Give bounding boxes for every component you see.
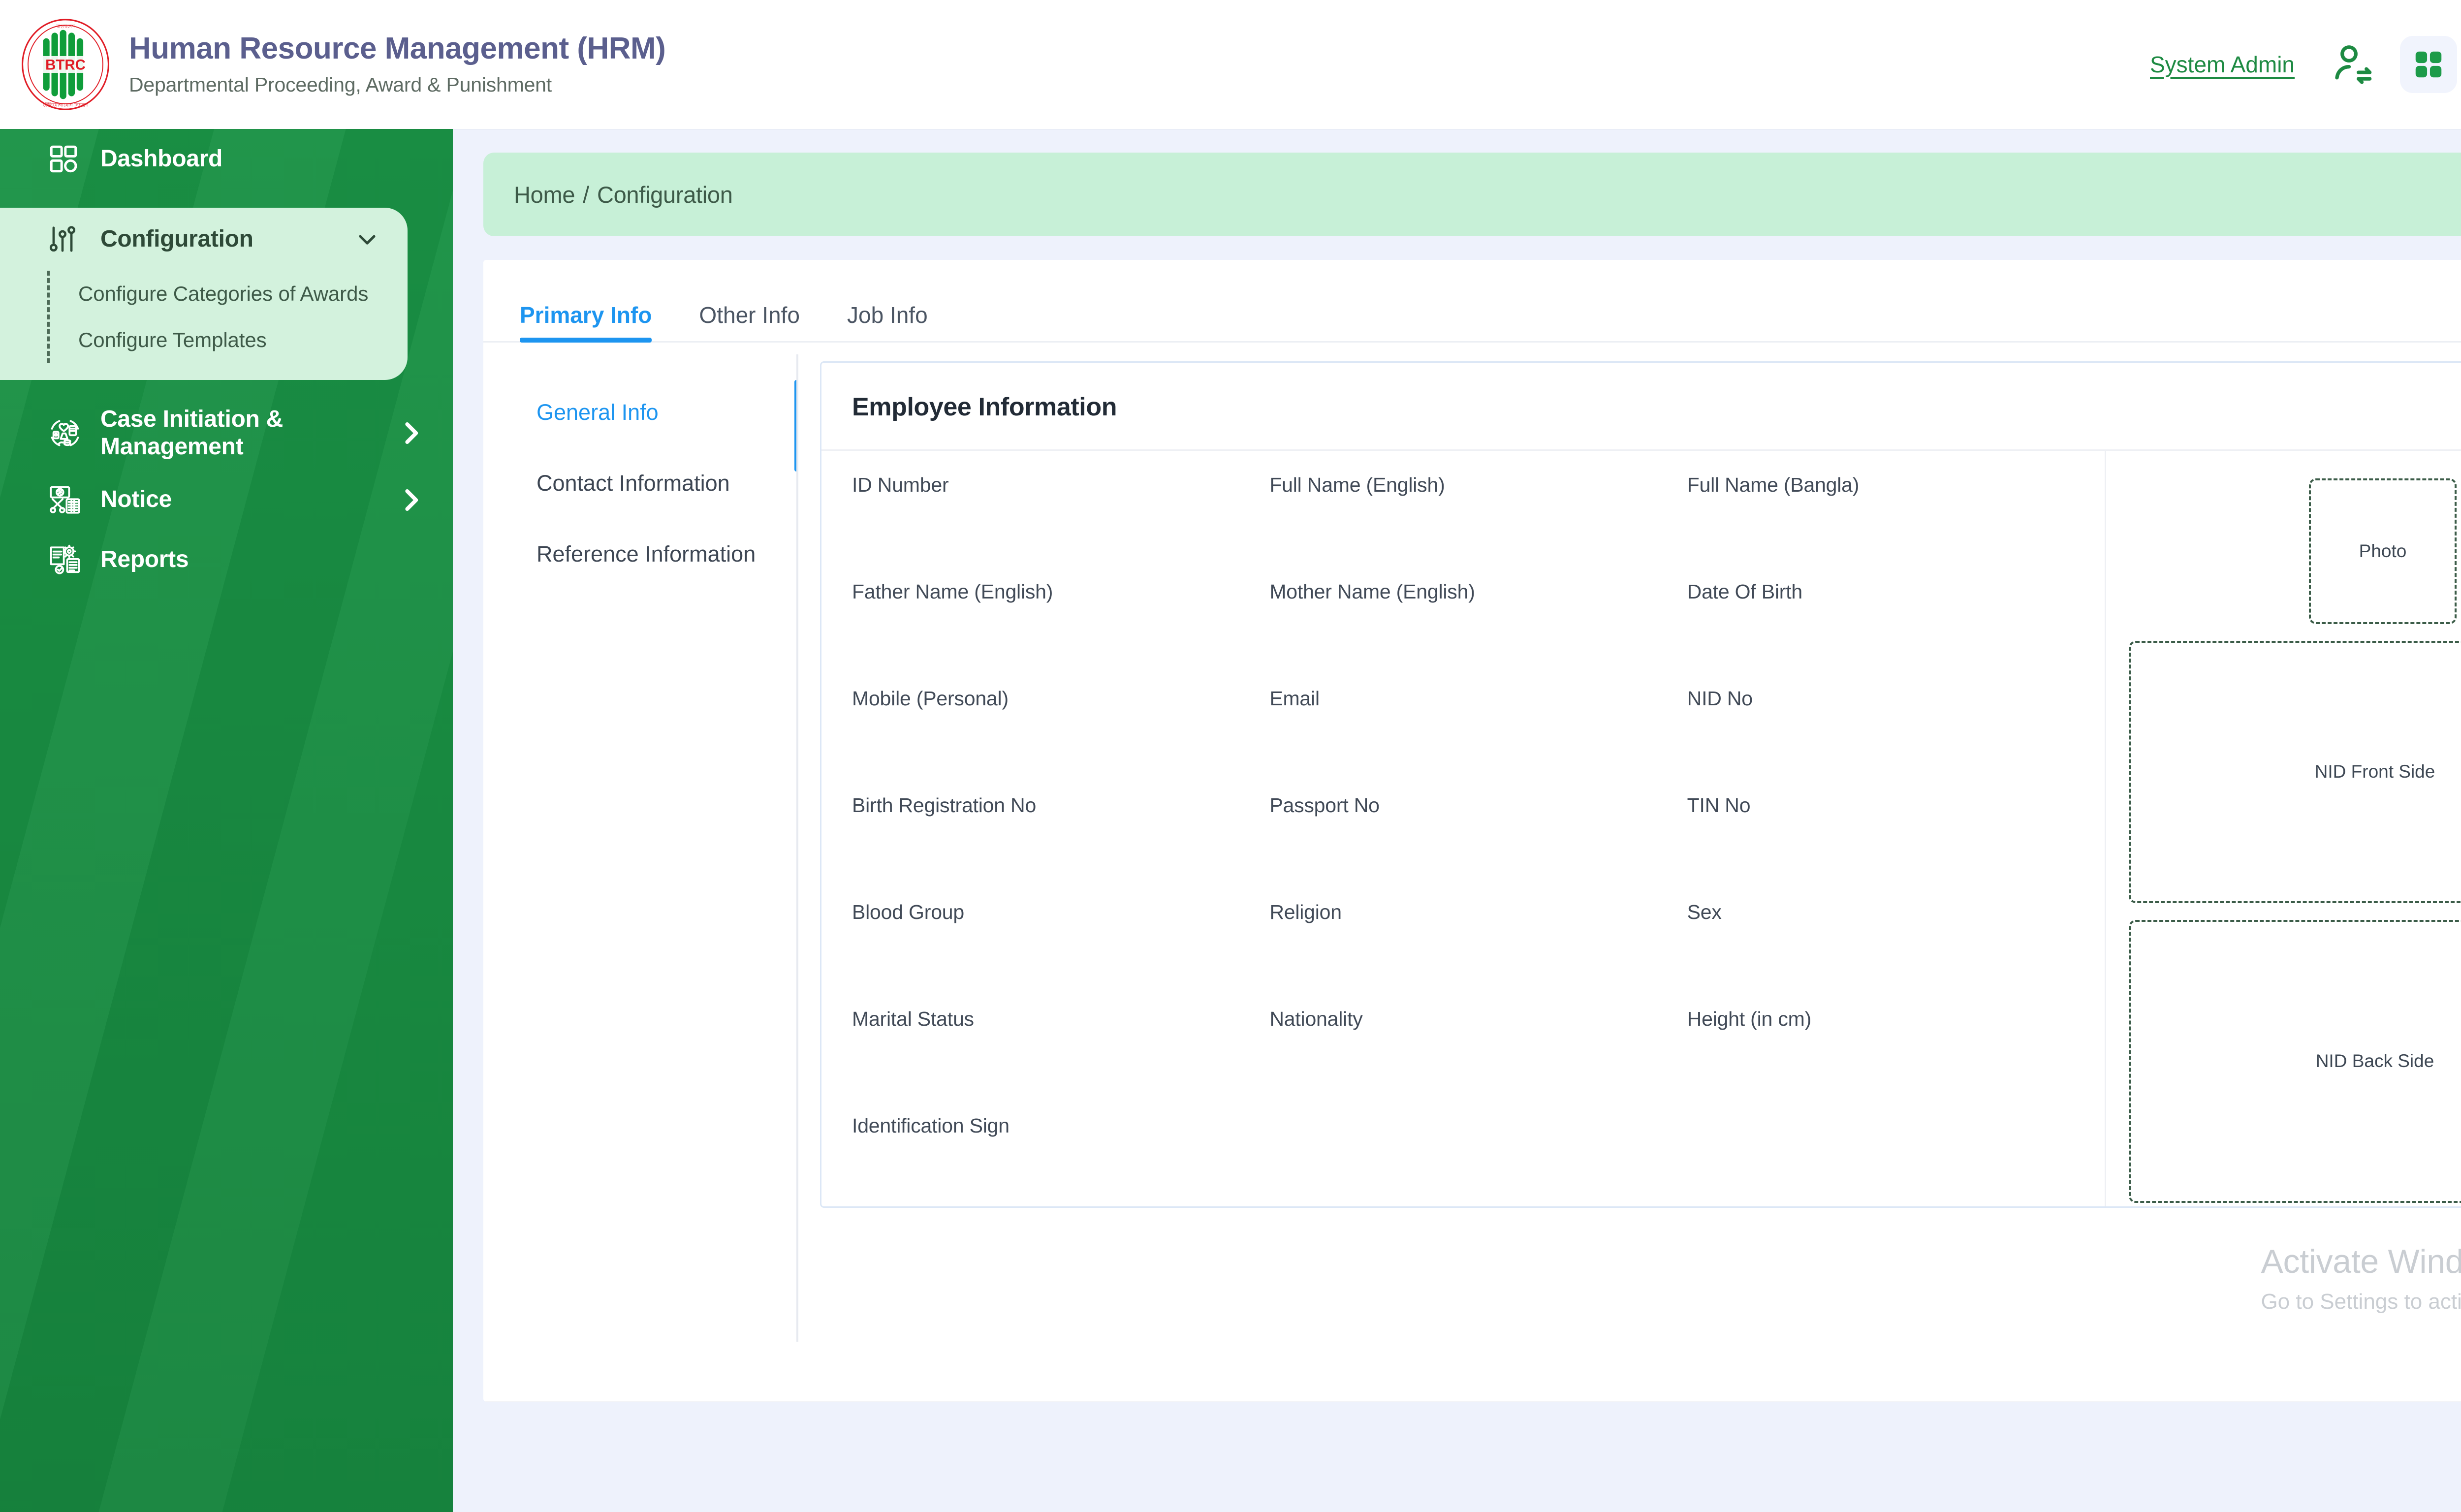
tab-primary-info[interactable]: Primary Info [514, 302, 675, 343]
svg-text:BTRC: BTRC [45, 57, 86, 73]
field-label-full-name-english: Full Name (English) [1269, 473, 1445, 496]
sidebar-item-label: Dashboard [100, 145, 223, 172]
side-nav-item-contact-information[interactable]: Contact Information [536, 471, 730, 496]
configuration-submenu: Configure Categories of Awards Configure… [47, 271, 408, 363]
side-nav-item-reference-information[interactable]: Reference Information [536, 541, 756, 567]
employee-fields-grid: ID Number Full Name (English) Full Name … [821, 451, 2105, 1206]
sidebar-subitem-configure-templates[interactable]: Configure Templates [78, 328, 267, 351]
chevron-down-icon[interactable] [353, 225, 381, 253]
sidebar-item-case-initiation-management[interactable]: Case Initiation & Management [0, 397, 453, 470]
field-label-height-in-cm: Height (in cm) [1687, 1007, 1812, 1030]
field-label-mother-name-english: Mother Name (English) [1269, 580, 1475, 603]
header-actions: System Admin [2150, 36, 2461, 93]
svg-text:বাংলাদেশ: বাংলাদেশ [56, 24, 75, 30]
sidebar-item-label: Notice [100, 486, 172, 513]
field-label-nationality: Nationality [1269, 1007, 1363, 1030]
divider [821, 449, 2461, 451]
side-nav-item-general-info[interactable]: General Info [483, 377, 798, 472]
dashboard-grid-icon [47, 143, 90, 175]
notice-icon [47, 482, 90, 518]
upload-box-nid-front-side[interactable]: NID Front Side [2129, 640, 2461, 903]
sidebar-item-reports[interactable]: Reports [0, 530, 453, 590]
field-label-nid-no: NID No [1687, 687, 1753, 710]
field-label-passport-no: Passport No [1269, 793, 1380, 817]
field-label-identification-sign: Identification Sign [852, 1114, 1010, 1137]
case-management-icon [47, 415, 90, 451]
panel-body: General Info Contact Information Referen… [483, 343, 2461, 1401]
field-label-full-name-bangla: Full Name (Bangla) [1687, 473, 1860, 496]
chevron-right-icon[interactable] [396, 418, 426, 448]
field-label-tin-no: TIN No [1687, 793, 1751, 817]
tab-job-info[interactable]: Job Info [847, 302, 928, 328]
field-label-id-number: ID Number [852, 473, 949, 496]
left-sidebar: Dashboard Configuration [0, 129, 453, 1512]
sidebar-item-label: Configuration [100, 225, 253, 252]
chevron-right-icon[interactable] [396, 485, 426, 515]
field-label-religion: Religion [1269, 900, 1342, 923]
section-side-nav: General Info Contact Information Referen… [483, 343, 798, 1401]
sidebar-item-configuration[interactable]: Configuration [0, 208, 408, 271]
upload-box-photo[interactable]: Photo [2309, 478, 2457, 624]
section-content: Employee Information ID Number Full Name… [798, 343, 2461, 1401]
sidebar-item-label: Case Initiation & Management [100, 406, 283, 460]
tab-other-info[interactable]: Other Info [699, 302, 800, 328]
app-subtitle: Departmental Proceeding, Award & Punishm… [129, 73, 552, 96]
card-title: Employee Information [852, 393, 1117, 421]
btrc-seal-logo: BTRC বাংলাদেশ টেলিযোগাযোগ নিয়ন্ত্রণ [19, 18, 112, 111]
field-label-email: Email [1269, 687, 1320, 710]
field-label-father-name-english: Father Name (English) [852, 580, 1053, 603]
apps-grid-icon[interactable] [2400, 36, 2457, 93]
field-label-blood-group: Blood Group [852, 900, 965, 923]
reports-icon [47, 542, 90, 578]
upload-row-photo-signature: Photo Signature [2129, 478, 2461, 624]
breadcrumb: Home / Configuration [483, 153, 2461, 236]
brand-block: BTRC বাংলাদেশ টেলিযোগাযোগ নিয়ন্ত্রণ Hum… [0, 18, 666, 111]
svg-text:টেলিযোগাযোগ নিয়ন্ত্রণ: টেলিযোগাযোগ নিয়ন্ত্রণ [43, 102, 89, 108]
panel-footer-strip [483, 1401, 2461, 1402]
field-label-marital-status: Marital Status [852, 1007, 974, 1030]
switch-user-icon[interactable] [2332, 42, 2377, 87]
field-label-mobile-personal: Mobile (Personal) [852, 687, 1009, 710]
sidebar-item-label: Reports [100, 546, 189, 573]
breadcrumb-separator: / [583, 181, 589, 208]
sidebar-item-dashboard[interactable]: Dashboard [0, 129, 453, 189]
upload-placeholders: Photo Signature NID Front Side NID Back … [2105, 450, 2461, 1206]
main-content: Home / Configuration Primary Info Other … [453, 129, 2461, 1512]
card-inner: ID Number Full Name (English) Full Name … [821, 450, 2461, 1206]
system-admin-link[interactable]: System Admin [2150, 52, 2295, 77]
sidebar-item-notice[interactable]: Notice [0, 470, 453, 530]
sidebar-item-configuration-group: Configuration Configure Categories of Aw… [0, 208, 408, 380]
content-panel: Primary Info Other Info Job Info General… [483, 260, 2461, 1402]
field-label-birth-registration-no: Birth Registration No [852, 793, 1037, 817]
top-header-bar: BTRC বাংলাদেশ টেলিযোগাযোগ নিয়ন্ত্রণ Hum… [0, 0, 2461, 129]
field-label-sex: Sex [1687, 900, 1722, 923]
field-label-date-of-birth: Date Of Birth [1687, 580, 1803, 603]
app-title: Human Resource Management (HRM) [129, 32, 666, 66]
breadcrumb-home[interactable]: Home [514, 181, 575, 208]
sidebar-subitem-configure-categories-of-awards[interactable]: Configure Categories of Awards [78, 282, 369, 305]
upload-box-nid-back-side[interactable]: NID Back Side [2129, 919, 2461, 1203]
tab-bar: Primary Info Other Info Job Info [483, 260, 2461, 343]
sliders-icon [47, 224, 90, 254]
breadcrumb-current: Configuration [597, 181, 733, 208]
employee-information-card: Employee Information ID Number Full Name… [820, 361, 2461, 1208]
brand-text: Human Resource Management (HRM) Departme… [129, 32, 666, 96]
